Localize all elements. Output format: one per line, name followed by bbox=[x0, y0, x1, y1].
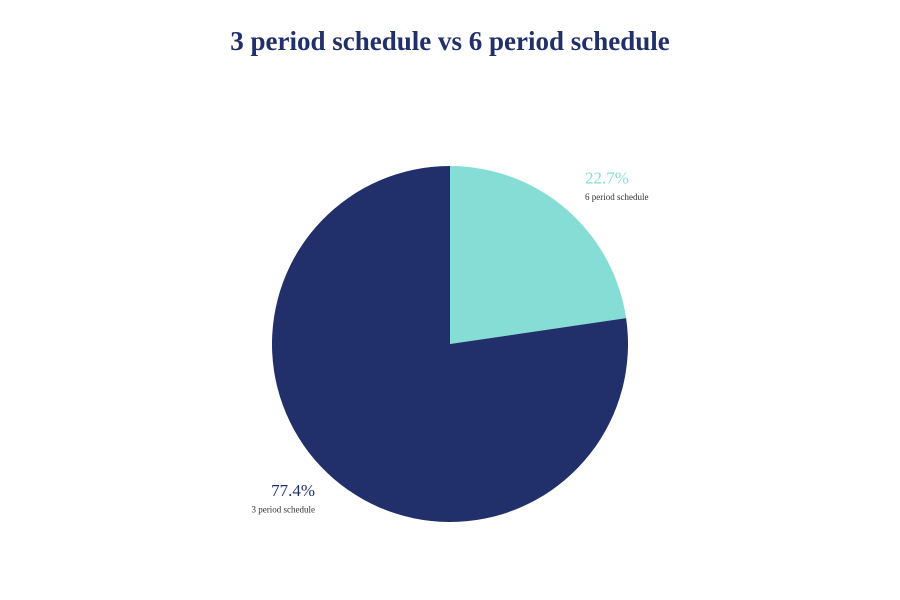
chart-title: 3 period schedule vs 6 period schedule bbox=[230, 26, 670, 56]
slice-category-label: 3 period schedule bbox=[252, 504, 315, 514]
slice-value-label: 22.7% bbox=[585, 169, 629, 188]
pie-slice bbox=[450, 166, 627, 344]
slice-category-label: 6 period schedule bbox=[585, 192, 648, 202]
slice-value-label: 77.4% bbox=[271, 481, 315, 500]
pie-slice bbox=[272, 166, 629, 522]
